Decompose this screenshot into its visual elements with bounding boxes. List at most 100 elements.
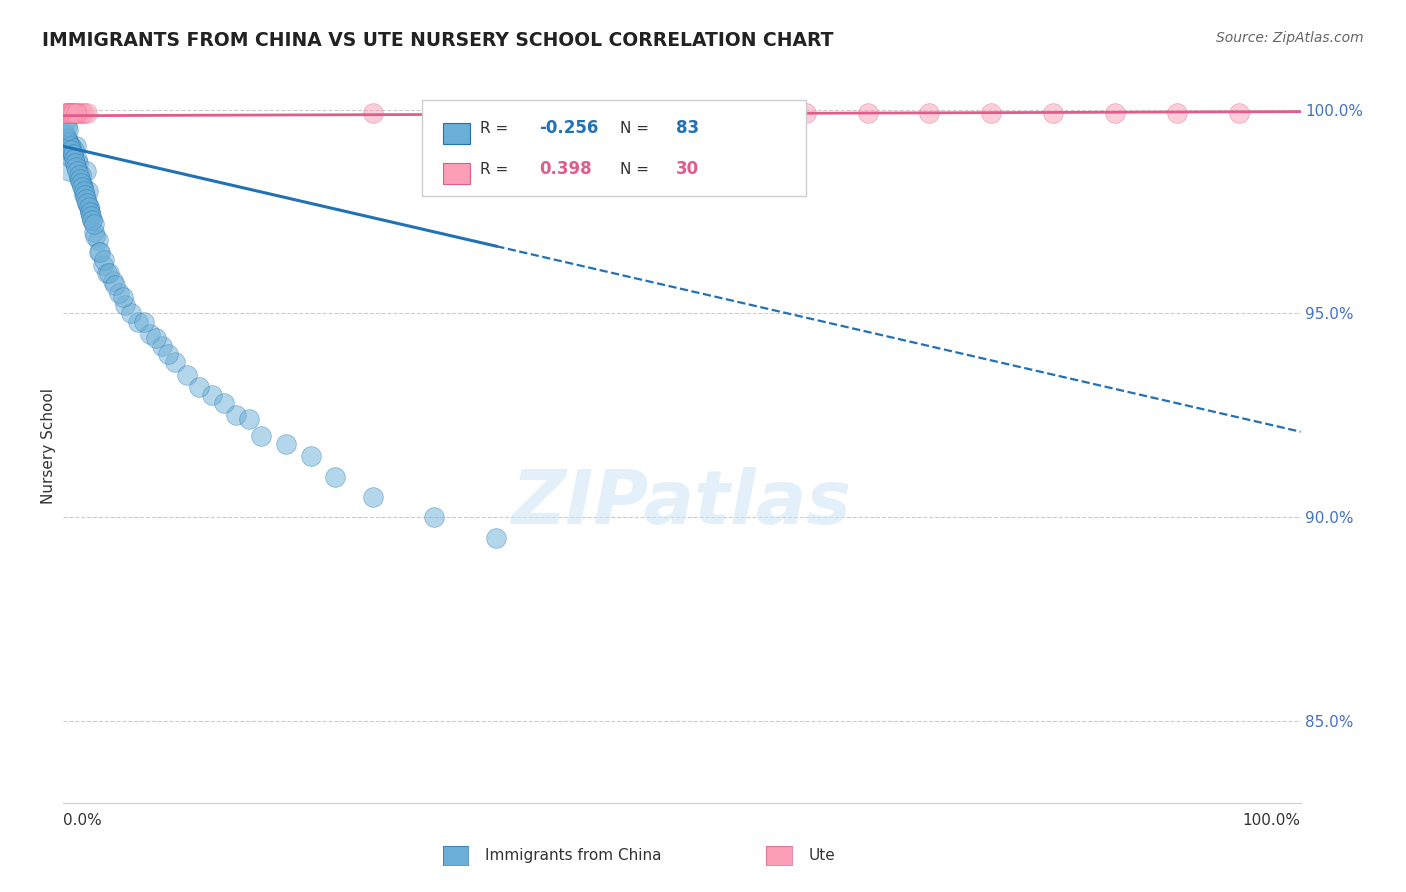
- Point: [145, 331, 167, 345]
- Point: [59, 106, 82, 120]
- Point: [67, 155, 90, 169]
- Point: [58, 163, 80, 178]
- Point: [77, 184, 100, 198]
- Point: [108, 286, 131, 301]
- Point: [856, 106, 879, 120]
- Point: [1166, 106, 1188, 120]
- Point: [361, 490, 384, 504]
- Point: [75, 192, 97, 206]
- Point: [73, 188, 96, 202]
- Point: [65, 160, 87, 174]
- Point: [93, 253, 115, 268]
- Point: [176, 368, 198, 382]
- Text: 0.398: 0.398: [540, 161, 592, 178]
- Text: 0.0%: 0.0%: [63, 813, 103, 828]
- Point: [101, 274, 124, 288]
- Point: [60, 106, 83, 120]
- Point: [58, 135, 80, 149]
- Point: [1042, 106, 1064, 120]
- Text: 30: 30: [676, 161, 699, 178]
- Point: [1104, 106, 1126, 120]
- Point: [87, 233, 110, 247]
- Point: [53, 127, 76, 141]
- Point: [67, 168, 90, 182]
- Point: [67, 172, 90, 186]
- Point: [671, 106, 693, 120]
- Point: [69, 172, 91, 186]
- Point: [53, 106, 76, 120]
- Point: [55, 131, 77, 145]
- Text: N =: N =: [620, 162, 654, 177]
- Point: [73, 188, 96, 202]
- Point: [325, 469, 347, 483]
- Point: [62, 147, 84, 161]
- Point: [60, 152, 83, 166]
- Point: [63, 106, 86, 120]
- Point: [82, 212, 104, 227]
- Point: [794, 106, 817, 120]
- Text: R =: R =: [481, 162, 513, 177]
- Point: [62, 147, 84, 161]
- Point: [75, 163, 97, 178]
- Point: [65, 106, 87, 120]
- Point: [150, 339, 173, 353]
- Point: [70, 176, 93, 190]
- Point: [79, 204, 101, 219]
- Point: [547, 106, 569, 120]
- Point: [132, 315, 155, 329]
- Point: [69, 168, 91, 182]
- Text: Immigrants from China: Immigrants from China: [485, 848, 662, 863]
- Point: [111, 290, 134, 304]
- Point: [250, 429, 273, 443]
- Point: [66, 152, 89, 166]
- Point: [55, 144, 77, 158]
- Point: [1227, 106, 1250, 120]
- Point: [62, 152, 84, 166]
- Point: [60, 144, 83, 158]
- Point: [59, 139, 82, 153]
- Point: [423, 510, 446, 524]
- Point: [212, 396, 235, 410]
- Point: [55, 106, 77, 120]
- Point: [201, 388, 224, 402]
- Point: [299, 449, 322, 463]
- Point: [98, 266, 121, 280]
- Point: [91, 258, 114, 272]
- Point: [163, 355, 186, 369]
- Point: [733, 106, 755, 120]
- Point: [59, 139, 82, 153]
- Point: [188, 380, 211, 394]
- Point: [72, 180, 94, 194]
- Point: [423, 106, 446, 120]
- Point: [56, 106, 79, 120]
- Point: [80, 212, 103, 227]
- Point: [56, 131, 79, 145]
- Point: [76, 196, 98, 211]
- Point: [77, 201, 100, 215]
- Point: [79, 204, 101, 219]
- Point: [73, 106, 96, 120]
- Point: [139, 326, 162, 341]
- Point: [63, 155, 86, 169]
- Point: [66, 163, 89, 178]
- Point: [83, 217, 105, 231]
- Point: [485, 106, 508, 120]
- Point: [485, 531, 508, 545]
- Point: [65, 139, 87, 153]
- FancyBboxPatch shape: [443, 123, 471, 144]
- FancyBboxPatch shape: [443, 163, 471, 184]
- Point: [104, 277, 127, 292]
- Text: Source: ZipAtlas.com: Source: ZipAtlas.com: [1216, 31, 1364, 45]
- Point: [80, 209, 103, 223]
- Point: [918, 106, 941, 120]
- Point: [84, 229, 107, 244]
- Point: [56, 123, 79, 137]
- Text: ZIPatlas: ZIPatlas: [512, 467, 852, 540]
- Point: [63, 144, 86, 158]
- Point: [83, 225, 105, 239]
- Point: [70, 106, 93, 120]
- Point: [225, 409, 247, 423]
- Text: IMMIGRANTS FROM CHINA VS UTE NURSERY SCHOOL CORRELATION CHART: IMMIGRANTS FROM CHINA VS UTE NURSERY SCH…: [42, 31, 834, 50]
- Point: [89, 245, 111, 260]
- Point: [55, 115, 77, 129]
